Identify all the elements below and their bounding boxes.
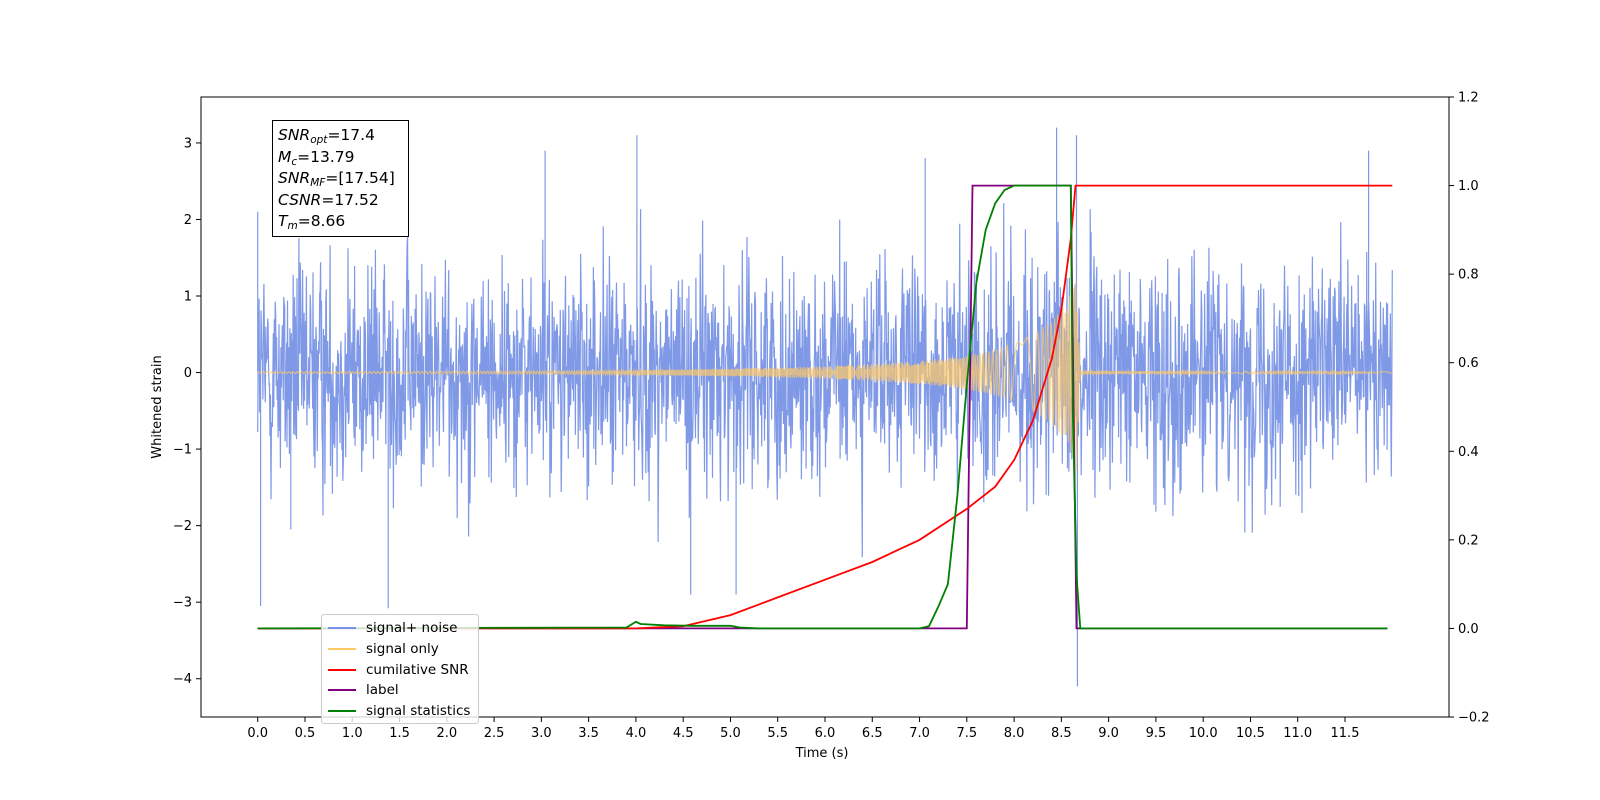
legend-item: label xyxy=(328,680,478,701)
y-axis-right: 1.2 1.0 0.8 0.6 0.4 0.2 0.0 −0.2 xyxy=(1449,91,1490,726)
legend-swatch xyxy=(328,627,356,630)
x-tick-label: 10.0 xyxy=(1189,726,1218,741)
x-tick-label: 7.5 xyxy=(956,726,977,741)
x-tick-label: 0.0 xyxy=(247,726,268,741)
legend-label: signal+ noise xyxy=(366,620,458,637)
x-tick-label: 11.0 xyxy=(1283,726,1312,741)
series-signal-noise xyxy=(257,127,1393,687)
legend-label: signal only xyxy=(366,641,439,658)
legend-swatch xyxy=(328,710,356,713)
x-tick-label: 6.5 xyxy=(862,726,883,741)
y2-tick-label: 1.2 xyxy=(1458,91,1479,106)
x-tick-label: 1.0 xyxy=(342,726,363,741)
legend-swatch xyxy=(328,648,356,651)
annotation-line: CSNR=17.52 xyxy=(278,190,379,209)
x-tick-label: 2.0 xyxy=(436,726,457,741)
legend-label: cumilative SNR xyxy=(366,661,469,678)
legend-item: signal+ noise xyxy=(328,618,478,639)
y2-tick-label: 0.6 xyxy=(1458,356,1479,371)
x-axis-label: Time (s) xyxy=(795,746,849,761)
x-tick-label: 3.0 xyxy=(531,726,552,741)
x-tick-label: 8.0 xyxy=(1004,726,1025,741)
annotation-line: SNRopt=17.4 xyxy=(278,126,375,146)
y-tick-label: 3 xyxy=(184,136,192,151)
y-tick-label: 1 xyxy=(184,290,192,305)
x-tick-label: 5.5 xyxy=(767,726,788,741)
legend-label: label xyxy=(366,682,399,699)
legend-label: signal statistics xyxy=(366,703,471,720)
y2-tick-label: 0.4 xyxy=(1458,445,1479,460)
y-tick-label: 2 xyxy=(184,213,192,228)
data-layer xyxy=(257,127,1393,687)
y-tick-label: −4 xyxy=(173,672,192,687)
y-tick-label: 0 xyxy=(184,366,192,381)
y-axis-label: Whitened strain xyxy=(150,355,165,458)
series-signal-only xyxy=(257,282,1393,471)
y-axis-left: 3 2 1 0 −1 −2 −3 −4 xyxy=(173,136,201,687)
x-tick-label: 4.0 xyxy=(626,726,647,741)
x-tick-label: 10.5 xyxy=(1236,726,1265,741)
y-tick-label: −1 xyxy=(173,443,192,458)
x-tick-label: 1.5 xyxy=(389,726,410,741)
legend-item: signal statistics xyxy=(328,701,478,722)
x-tick-label: 8.5 xyxy=(1051,726,1072,741)
y2-tick-label: −0.2 xyxy=(1458,711,1490,726)
legend-item: signal only xyxy=(328,639,478,660)
x-tick-label: 11.5 xyxy=(1331,726,1360,741)
series-signal-statistics xyxy=(257,184,1388,630)
x-tick-label: 9.0 xyxy=(1098,726,1119,741)
y2-tick-label: 0.0 xyxy=(1458,622,1479,637)
x-axis: 0.0 0.5 1.0 1.5 2.0 2.5 3.0 3.5 4.0 4.5 5.0 5.5 6.0 6… xyxy=(247,717,1359,741)
x-tick-label: 5.0 xyxy=(720,726,741,741)
legend: signal+ noise signal only cumilative SNR la… xyxy=(321,614,479,724)
series-cumulative-snr xyxy=(257,184,1393,630)
x-tick-label: 3.5 xyxy=(578,726,599,741)
x-tick-label: 6.0 xyxy=(815,726,836,741)
x-tick-label: 2.5 xyxy=(484,726,505,741)
x-tick-label: 7.0 xyxy=(909,726,930,741)
y-tick-label: −2 xyxy=(173,519,192,534)
y-tick-label: −3 xyxy=(173,596,192,611)
y2-tick-label: 1.0 xyxy=(1458,179,1479,194)
legend-swatch xyxy=(328,689,356,692)
x-tick-label: 9.5 xyxy=(1146,726,1167,741)
y2-tick-label: 0.8 xyxy=(1458,268,1479,283)
legend-item: cumilative SNR xyxy=(328,659,478,680)
annotation-line: SNRMF=[17.54] xyxy=(278,169,395,189)
x-tick-label: 4.5 xyxy=(673,726,694,741)
annotation-line: Tm=8.66 xyxy=(278,212,346,232)
annotation-box: SNRopt=17.4 Mc=13.79 SNRMF=[17.54] CSNR=17.… xyxy=(272,120,409,237)
legend-swatch xyxy=(328,668,356,671)
annotation-line: Mc=13.79 xyxy=(278,147,355,168)
y2-tick-label: 0.2 xyxy=(1458,533,1479,548)
x-tick-label: 0.5 xyxy=(295,726,316,741)
